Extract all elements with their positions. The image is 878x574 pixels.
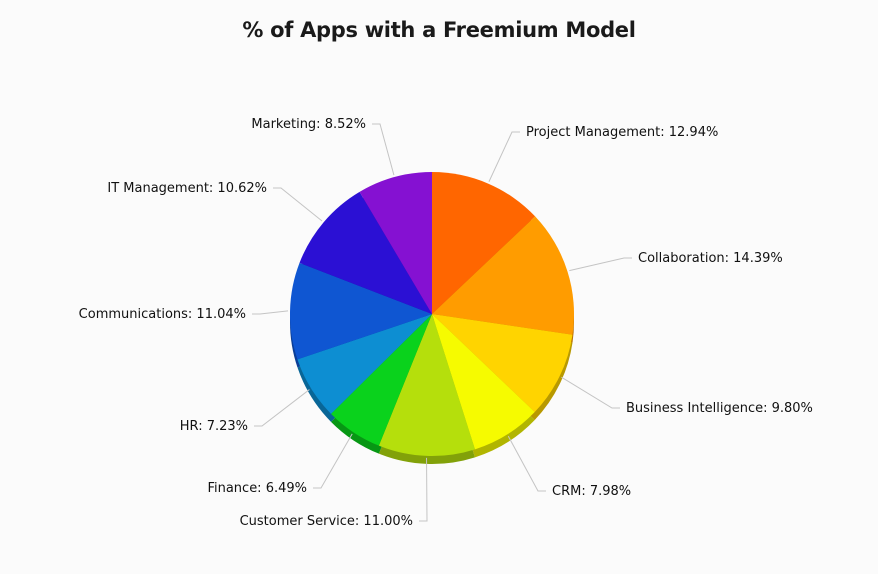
pie-slice-collaboration[interactable] <box>432 216 574 335</box>
slice-labels: Project Management: 12.94% Collaboration:… <box>79 117 813 529</box>
pie-slice-crm[interactable] <box>432 314 535 450</box>
leader-line-hr <box>254 389 310 427</box>
leader-lines <box>252 123 632 522</box>
leader-line-crm <box>507 435 546 492</box>
slice-label-business-intelligence: Business Intelligence: 9.80% <box>626 401 813 416</box>
slice-label-it-management: IT Management: 10.62% <box>107 181 267 196</box>
slice-label-marketing: Marketing: 8.52% <box>251 117 366 132</box>
pie-slice-project-management[interactable] <box>432 172 536 314</box>
leader-line-finance <box>313 433 353 489</box>
slice-label-customer-service: Customer Service: 11.00% <box>240 514 413 529</box>
leader-line-customer-service <box>419 457 428 522</box>
pie-slice-finance[interactable] <box>331 314 432 446</box>
slice-label-collaboration: Collaboration: 14.39% <box>638 251 783 266</box>
slice-label-project-management: Project Management: 12.94% <box>526 125 718 140</box>
slice-label-crm: CRM: 7.98% <box>552 484 631 499</box>
pie-slices <box>290 172 574 456</box>
leader-line-it-management <box>273 187 323 222</box>
slice-label-finance: Finance: 6.49% <box>207 481 307 496</box>
pie-slice-communications[interactable] <box>290 262 432 360</box>
pie-slice-business-intelligence[interactable] <box>432 314 573 413</box>
pie-slice-it-management[interactable] <box>299 191 432 314</box>
leader-line-project-management <box>488 131 520 182</box>
slice-label-hr: HR: 7.23% <box>180 419 248 434</box>
leader-line-marketing <box>372 123 395 176</box>
pie-slice-customer-service[interactable] <box>378 314 475 456</box>
leader-line-communications <box>252 310 289 315</box>
leader-line-collaboration <box>569 257 632 272</box>
pie-slice-hr[interactable] <box>297 314 432 414</box>
slice-label-communications: Communications: 11.04% <box>79 307 246 322</box>
pie-slice-marketing[interactable] <box>359 172 432 314</box>
leader-line-business-intelligence <box>561 376 620 409</box>
chart-title: % of Apps with a Freemium Model <box>242 18 636 42</box>
